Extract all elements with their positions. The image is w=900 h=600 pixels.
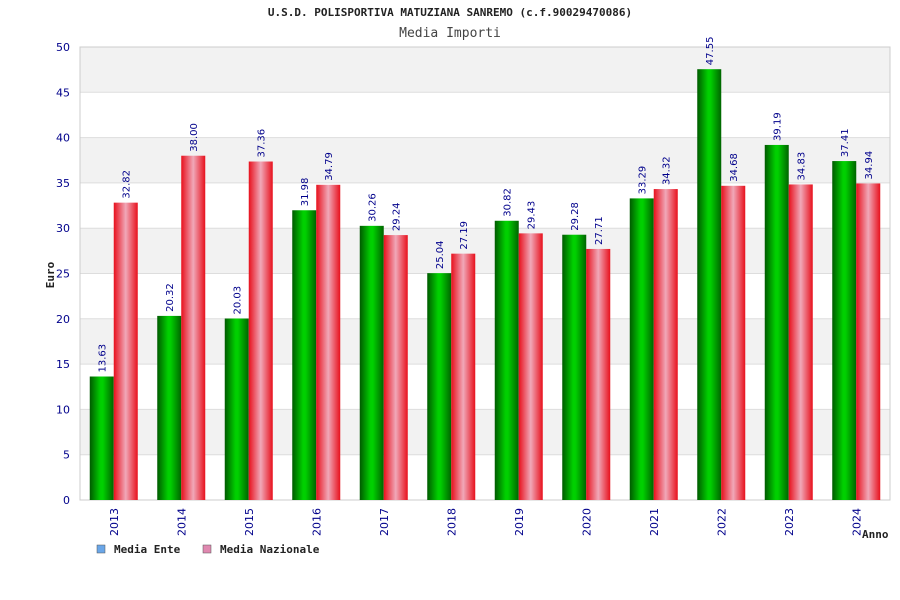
data-label-ente: 30.26 [368, 193, 379, 222]
data-label-ente: 47.55 [705, 37, 716, 66]
bar-nazionale [586, 248, 611, 500]
bar-ente [764, 144, 789, 500]
bar-ente [832, 161, 857, 500]
y-axis-label: Euro [44, 261, 57, 288]
y-tick-label: 45 [56, 86, 70, 99]
bar-ente [697, 69, 722, 501]
grid-band [80, 409, 890, 455]
bar-ente [427, 273, 452, 500]
bar-ente [292, 210, 317, 500]
bar-nazionale [856, 183, 881, 500]
y-tick-label: 5 [63, 449, 70, 462]
data-label-nazionale: 34.79 [324, 152, 335, 181]
data-label-ente: 20.32 [165, 283, 176, 312]
x-tick-label: 2013 [108, 508, 121, 536]
data-label-nazionale: 34.68 [729, 153, 740, 182]
bar-nazionale [383, 235, 408, 500]
bar-nazionale [721, 185, 746, 500]
legend-label-ente: Media Ente [114, 543, 181, 556]
data-label-nazionale: 27.71 [594, 216, 605, 245]
data-label-nazionale: 34.32 [662, 156, 673, 185]
y-tick-label: 20 [56, 313, 70, 326]
data-label-nazionale: 29.24 [392, 202, 403, 231]
data-label-ente: 13.63 [98, 344, 109, 373]
bar-nazionale [653, 189, 678, 501]
legend-label-nazionale: Media Nazionale [220, 543, 320, 556]
data-label-ente: 25.04 [435, 240, 446, 269]
grid-band [80, 364, 890, 410]
legend-swatch-ente [96, 544, 106, 554]
bar-nazionale [248, 161, 273, 500]
bar-nazionale [451, 253, 476, 500]
bar-nazionale [788, 184, 813, 501]
bar-nazionale [518, 233, 543, 500]
data-label-nazionale: 34.83 [797, 152, 808, 181]
y-tick-label: 0 [63, 494, 70, 507]
x-tick-label: 2018 [445, 508, 458, 536]
data-label-nazionale: 27.19 [459, 221, 470, 250]
x-tick-label: 2017 [378, 508, 391, 536]
x-tick-label: 2021 [648, 508, 661, 536]
bar-ente [224, 318, 249, 500]
plot-background [80, 47, 890, 500]
plot-border [79, 46, 891, 501]
x-tick-label: 2023 [783, 508, 796, 536]
bar-ente [494, 220, 519, 500]
x-tick-label: 2016 [310, 508, 323, 536]
data-label-ente: 37.41 [840, 128, 851, 157]
bar-nazionale [113, 202, 138, 500]
grid-band [80, 273, 890, 319]
gridlines [79, 46, 891, 501]
y-tick-label: 25 [56, 268, 70, 281]
grid-band [80, 454, 890, 500]
y-tick-label: 15 [56, 358, 70, 371]
legend-swatch-nazionale [202, 544, 212, 554]
chart-title: U.S.D. POLISPORTIVA MATUZIANA SANREMO (c… [268, 6, 632, 19]
data-label-ente: 39.19 [773, 112, 784, 141]
x-tick-label: 2014 [175, 508, 188, 536]
grid-band [80, 228, 890, 274]
bar-ente [157, 315, 182, 500]
bars: 13.63 32.82 20.32 38.00 20.03 37.36 31.98 34.79… [89, 37, 881, 501]
grid-band [80, 318, 890, 365]
x-axis-label: Anno [862, 528, 889, 541]
grid-band [80, 92, 890, 138]
data-label-ente: 30.82 [503, 188, 514, 217]
grid-band [80, 137, 890, 183]
bar-ente [359, 225, 384, 500]
bar-ente [89, 376, 114, 500]
data-label-ente: 29.28 [570, 202, 581, 231]
y-tick-label: 40 [56, 132, 70, 145]
y-tick-label: 50 [56, 41, 70, 54]
y-tick-label: 10 [56, 403, 70, 416]
bar-nazionale [181, 155, 206, 500]
bar-ente [562, 234, 587, 500]
grid-band [80, 47, 890, 93]
legend: Media Ente Media Nazionale [96, 543, 320, 556]
data-label-nazionale: 32.82 [122, 170, 133, 199]
data-label-nazionale: 34.94 [864, 151, 875, 180]
x-tick-label: 2020 [580, 508, 593, 536]
x-tick-label: 2019 [513, 508, 526, 536]
bar-nazionale [316, 184, 341, 500]
x-tick-label: 2024 [850, 508, 863, 536]
data-label-ente: 20.03 [233, 286, 244, 315]
y-tick-label: 30 [56, 222, 70, 235]
data-label-nazionale: 38.00 [189, 123, 200, 152]
grid-band [80, 182, 890, 229]
data-label-nazionale: 37.36 [257, 129, 268, 158]
y-tick-label: 35 [56, 177, 70, 190]
x-tick-label: 2022 [715, 508, 728, 536]
bar-ente [629, 198, 654, 501]
chart-subtitle: Media Importi [399, 26, 501, 41]
data-label-nazionale: 29.43 [527, 201, 538, 230]
x-axis-ticks: 2013 2014 2015 2016 2017 2018 2019 2020 2021 2022… [108, 508, 864, 536]
data-label-ente: 33.29 [638, 166, 649, 195]
x-tick-label: 2015 [243, 508, 256, 536]
data-label-ente: 31.98 [300, 178, 311, 207]
y-axis-ticks: 0 5 10 15 20 25 30 35 40 45 50 [56, 41, 70, 507]
